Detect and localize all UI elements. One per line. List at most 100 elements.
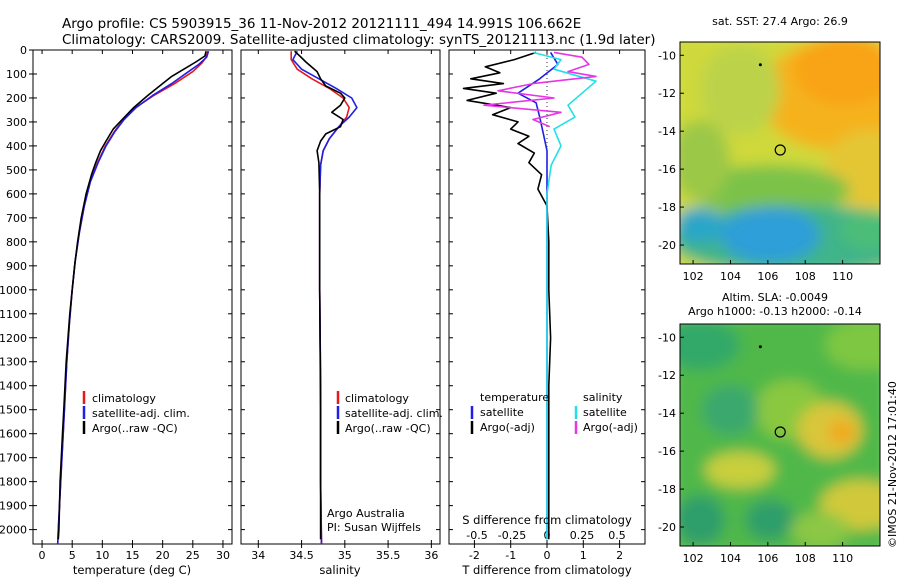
- depth-tick-label: 1900: [0, 500, 27, 513]
- map-y-tick-label: -20: [658, 521, 676, 534]
- temperature-panel: 0100200300400500600700800900100011001200…: [0, 44, 645, 577]
- difference-x-axis: -2 -1 0 1 2: [469, 50, 623, 562]
- x-tick-label: 0: [544, 549, 551, 562]
- sla-markers: [758, 345, 786, 438]
- depth-tick-label: 1600: [0, 428, 27, 441]
- x-tick-label: 25: [186, 549, 200, 562]
- depth-tick-label: 1200: [0, 332, 27, 345]
- x-tick-label: 34.5: [289, 549, 314, 562]
- sst-map-panel: sat. SST: 27.4 Argo: 26.9 102 104 106 108 11…: [658, 15, 881, 283]
- series-line-argo: [294, 50, 346, 540]
- series-line-argo: [57, 51, 207, 540]
- depth-tick-label: 700: [6, 212, 27, 225]
- map-y-tick-label: -16: [658, 163, 676, 176]
- sla-field: [680, 324, 880, 546]
- sla-map-subtitle: Argo h1000: -0.13 h2000: -0.14: [688, 305, 862, 318]
- temperature-lines: [56, 50, 210, 545]
- depth-tick-label: 1000: [0, 284, 27, 297]
- series-line-satellite: [56, 50, 210, 545]
- map-y-tick-label: -12: [658, 87, 676, 100]
- diff-line-argo: [462, 51, 552, 540]
- legend-t-argo-label: Argo(-adj): [480, 421, 535, 434]
- difference-panel: -2 -1 0 1 2 -0.5 -0.25 0 0.25 0.5 T difference f…: [448, 49, 646, 577]
- series-line-satellite: [292, 50, 358, 545]
- annotation-argo-australia: Argo Australia: [327, 507, 405, 520]
- legend-satellite-label: satellite-adj. clim.: [345, 407, 443, 420]
- map-y-tick-label: -20: [658, 239, 676, 252]
- x-tick-label: 15: [126, 549, 140, 562]
- map-x-tick-label: 106: [757, 270, 778, 283]
- depth-tick-label: 1500: [0, 404, 27, 417]
- sla-map-title: Altim. SLA: -0.0049: [722, 291, 828, 304]
- salinity-lines: [290, 50, 358, 545]
- map-y-tick-label: -18: [658, 201, 676, 214]
- map-y-tick-label: -18: [658, 483, 676, 496]
- depth-tick-label: 0: [20, 44, 27, 57]
- salinity-axes-frame: [240, 49, 441, 545]
- argo-position-marker: [774, 144, 786, 156]
- sst-map-axes: 102 104 106 108 110 -10 -12 -14 -16 -18 -20: [658, 49, 853, 283]
- diff-line-sal_argo: [483, 51, 597, 128]
- map-y-tick-label: -10: [658, 331, 676, 344]
- diff-line-satellite: [517, 51, 559, 540]
- legend-argo-label: Argo(..raw -QC): [92, 422, 178, 435]
- salinity-x-axis: 34 34.5 35 35.5 36: [251, 50, 438, 562]
- salinity-panel: 34 34.5 35 35.5 36 salinity climatology sate…: [240, 49, 443, 577]
- depth-tick-label: 100: [6, 68, 27, 81]
- argo-position-marker: [774, 426, 786, 438]
- depth-tick-label: 900: [6, 260, 27, 273]
- legend-satellite-label: satellite-adj. clim.: [92, 407, 190, 420]
- temperature-xlabel: temperature (deg C): [73, 563, 191, 577]
- sst-markers: [758, 63, 786, 156]
- legend-argo-label: Argo(..raw -QC): [345, 422, 431, 435]
- sst-map-title: sat. SST: 27.4 Argo: 26.9: [712, 15, 848, 28]
- annotation-pi: PI: Susan Wijffels: [327, 521, 421, 534]
- map-y-tick-label: -12: [658, 369, 676, 382]
- depth-tick-label: 1300: [0, 356, 27, 369]
- depth-tick-label: 300: [6, 116, 27, 129]
- x-tick-label: 0: [39, 549, 46, 562]
- depth-tick-label: 600: [6, 188, 27, 201]
- map-x-tick-label: 106: [757, 552, 778, 565]
- depth-tick-label: 2000: [0, 524, 27, 537]
- map-x-tick-label: 102: [683, 270, 704, 283]
- x-tick-label: 34: [251, 549, 265, 562]
- map-x-tick-label: 104: [720, 270, 741, 283]
- x-tick-label: 35.5: [376, 549, 401, 562]
- s-difference-xlabel: S difference from climatology: [462, 513, 632, 527]
- map-x-tick-label: 108: [795, 552, 816, 565]
- depth-tick-label: 1100: [0, 308, 27, 321]
- depth-tick-label: 400: [6, 140, 27, 153]
- depth-tick-label: 1400: [0, 380, 27, 393]
- sst-field: [680, 42, 880, 264]
- sla-map-axes: 102 104 106 108 110 -10 -12 -14 -16 -18 -20: [658, 331, 853, 565]
- map-x-tick-label: 108: [795, 270, 816, 283]
- depth-tick-label: 500: [6, 164, 27, 177]
- difference-lines: [462, 51, 597, 540]
- legend-s-satellite-label: satellite: [583, 406, 627, 419]
- salinity-difference-axis: -0.5 -0.25 0 0.25 0.5: [466, 529, 625, 542]
- imos-timestamp: ©IMOS 21-Nov-2012 17:01:40: [886, 381, 899, 548]
- x-tick-label: 20: [156, 549, 170, 562]
- title-line-2: Climatology: CARS2009. Satellite-adjuste…: [62, 32, 655, 48]
- map-y-tick-label: -16: [658, 445, 676, 458]
- x-tick-label: 10: [95, 549, 109, 562]
- x-tick-label: 30: [216, 549, 230, 562]
- map-x-tick-label: 110: [832, 270, 853, 283]
- legend-salinity-title: salinity: [583, 391, 623, 404]
- sla-map-panel: Altim. SLA: -0.0049 Argo h1000: -0.13 h2…: [658, 291, 881, 565]
- map-y-tick-label: -14: [658, 125, 676, 138]
- depth-axis: 0 100 200 300 400 500 600 700 800 900 1000 1100 1200…: [0, 44, 645, 537]
- sst-map-frame: [679, 41, 881, 265]
- x-tick-label: 1: [580, 549, 587, 562]
- salinity-legend: climatology satellite-adj. clim. Argo(..…: [336, 391, 443, 435]
- x-tick-label: 36: [424, 549, 438, 562]
- legend-climatology-label: climatology: [92, 392, 156, 405]
- previous-position-marker: [758, 345, 762, 349]
- map-x-tick-label: 110: [832, 552, 853, 565]
- s-diff-tick-label: -0.25: [498, 529, 526, 542]
- x-tick-label: 5: [69, 549, 76, 562]
- legend-s-argo-label: Argo(-adj): [583, 421, 638, 434]
